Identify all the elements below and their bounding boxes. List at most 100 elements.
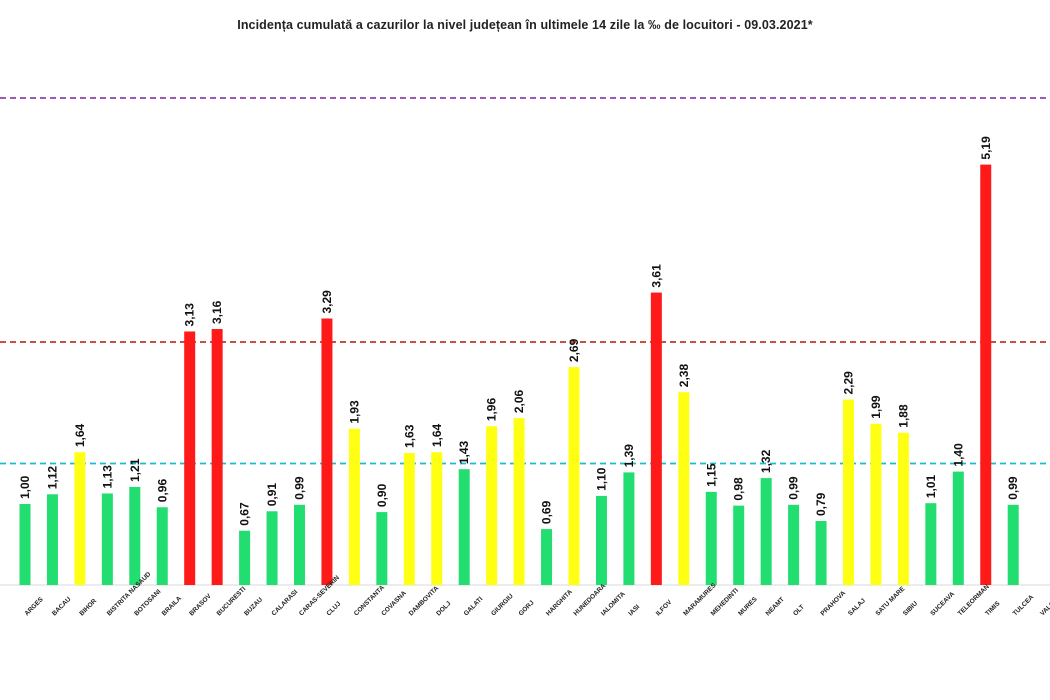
value-label-dolj: 1,64 xyxy=(430,423,444,447)
value-label-galati: 1,43 xyxy=(457,440,471,464)
value-label-ilfov: 3,61 xyxy=(649,264,663,288)
bar-bihor xyxy=(74,452,86,585)
value-label-suceava: 1,01 xyxy=(924,475,938,499)
value-label-hunedoara: 2,69 xyxy=(567,338,581,362)
bar-tulcea xyxy=(1007,504,1019,585)
bar-bistrita-nasaud xyxy=(101,493,113,585)
category-label-buzau: BUZAU xyxy=(243,596,264,617)
category-label-sibiu: SIBIU xyxy=(902,600,919,617)
category-label-mures: MURES xyxy=(737,595,759,617)
category-label-harghita: HARGHITA xyxy=(545,588,574,617)
bar-bucuresti xyxy=(211,329,223,585)
value-label-caras-severin: 0,99 xyxy=(293,476,307,500)
value-label-bihor: 1,64 xyxy=(73,423,87,447)
value-label-sibiu: 1,88 xyxy=(896,404,910,428)
category-label-galati: GALATI xyxy=(463,596,485,618)
value-label-bacau: 1,12 xyxy=(45,466,59,490)
value-label-olt: 0,99 xyxy=(787,476,801,500)
bar-galati xyxy=(458,469,470,585)
bar-salaj xyxy=(843,399,854,585)
value-label-teleorman: 1,40 xyxy=(951,443,965,467)
value-label-gorj: 2,06 xyxy=(512,389,526,413)
category-label-gorj: GORJ xyxy=(518,599,536,617)
bar-braila xyxy=(156,507,168,585)
category-label-cluj: CLUJ xyxy=(325,600,342,617)
value-label-botosani: 1,21 xyxy=(128,458,142,482)
category-label-brasov: BRASOV xyxy=(188,592,213,617)
value-label-bucuresti: 3,16 xyxy=(210,300,224,324)
category-label-neamt: NEAMT xyxy=(765,596,786,617)
bar-satu-mare xyxy=(870,423,882,585)
bar-maramures xyxy=(678,392,690,585)
category-label-giurgiu: GIURGIU xyxy=(490,593,515,618)
bar-hunedoara xyxy=(568,367,580,585)
bar-dambovita xyxy=(403,452,415,585)
category-label-bihor: BIHOR xyxy=(78,597,98,617)
category-label-ialomita: IALOMITA xyxy=(600,590,627,617)
value-label-salaj: 2,29 xyxy=(842,371,856,395)
category-labels: ARGES BACAU BIHOR BISTRITA NASAUDBOTOSANIBR… xyxy=(23,571,1050,618)
category-label-arges: ARGES xyxy=(23,596,45,618)
category-label-tulcea: TULCEA xyxy=(1012,594,1036,618)
bar-timis xyxy=(980,164,992,586)
value-label-mehedinti: 1,15 xyxy=(704,463,718,487)
bar-arges xyxy=(19,504,31,585)
bar-bacau xyxy=(46,494,58,585)
bar-dolj xyxy=(431,452,443,585)
category-label-olt: OLT xyxy=(792,604,806,618)
bar-brasov xyxy=(184,331,196,585)
value-label-ialomita: 1,10 xyxy=(594,467,608,491)
bars xyxy=(19,164,1019,586)
bar-caras-severin xyxy=(294,504,305,585)
value-label-mures: 0,98 xyxy=(732,477,746,501)
bar-mehedinti xyxy=(705,491,717,585)
bar-buzau xyxy=(239,530,251,585)
category-label-bacau: BACAU xyxy=(51,596,73,618)
value-label-iasi: 1,39 xyxy=(622,444,636,468)
bar-olt xyxy=(788,504,800,585)
value-label-buzau: 0,67 xyxy=(238,502,252,526)
category-label-ilfov: ILFOV xyxy=(655,598,674,617)
value-label-prahova: 0,79 xyxy=(814,492,828,516)
value-label-cluj: 3,29 xyxy=(320,290,334,314)
category-label-timis: TIMIS xyxy=(984,600,1002,618)
bar-calarasi xyxy=(266,511,278,585)
chart-title: Incidența cumulată a cazurilor la nivel … xyxy=(237,18,813,32)
bar-cluj xyxy=(321,318,333,585)
category-label-calarasi: CALARASI xyxy=(271,589,300,618)
value-label-satu-mare: 1,99 xyxy=(869,395,883,419)
bar-neamt xyxy=(760,478,772,585)
category-label-covasna: COVASNA xyxy=(380,590,408,618)
category-label-salaj: SALAJ xyxy=(847,597,867,617)
bar-ilfov xyxy=(650,292,662,585)
category-label-prahova: PRAHOVA xyxy=(820,590,848,618)
value-label-brasov: 3,13 xyxy=(183,303,197,327)
value-label-braila: 0,96 xyxy=(155,479,169,503)
bar-suceava xyxy=(925,503,937,585)
category-label-mehedinti: MEHEDINTI xyxy=(710,587,740,617)
bar-harghita xyxy=(541,529,553,585)
bar-iasi xyxy=(623,472,635,585)
bar-sibiu xyxy=(897,432,909,585)
value-label-dambovita: 1,63 xyxy=(402,424,416,448)
category-label-dolj: DOLJ xyxy=(435,600,452,617)
value-label-arges: 1,00 xyxy=(18,475,32,499)
value-label-timis: 5,19 xyxy=(979,136,993,160)
bar-gorj xyxy=(513,418,525,585)
value-label-constanta: 1,93 xyxy=(347,400,361,424)
bar-mures xyxy=(733,505,745,585)
value-label-maramures: 2,38 xyxy=(677,364,691,388)
value-label-giurgiu: 1,96 xyxy=(485,398,499,422)
bar-ialomita xyxy=(595,495,607,585)
bar-giurgiu xyxy=(486,426,498,585)
category-label-braila: BRAILA xyxy=(161,595,184,618)
value-label-harghita: 0,69 xyxy=(540,500,554,524)
category-label-botosani: BOTOSANI xyxy=(133,588,162,617)
category-label-suceava: SUCEAVA xyxy=(929,590,956,617)
bar-prahova xyxy=(815,521,827,585)
value-label-neamt: 1,32 xyxy=(759,449,773,473)
bar-constanta xyxy=(348,428,360,585)
category-label-valcea: VALCEA xyxy=(1039,594,1050,618)
bar-teleorman xyxy=(952,471,964,585)
